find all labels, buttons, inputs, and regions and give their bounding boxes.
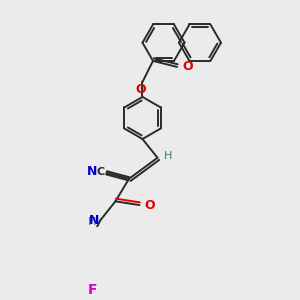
Text: C: C [96, 167, 104, 177]
Text: N: N [89, 214, 100, 227]
Text: N: N [87, 165, 98, 178]
Text: O: O [145, 199, 155, 212]
Text: F: F [88, 283, 98, 297]
Text: H: H [88, 218, 97, 227]
Text: O: O [182, 60, 193, 74]
Text: H: H [164, 151, 172, 161]
Text: O: O [135, 83, 146, 96]
